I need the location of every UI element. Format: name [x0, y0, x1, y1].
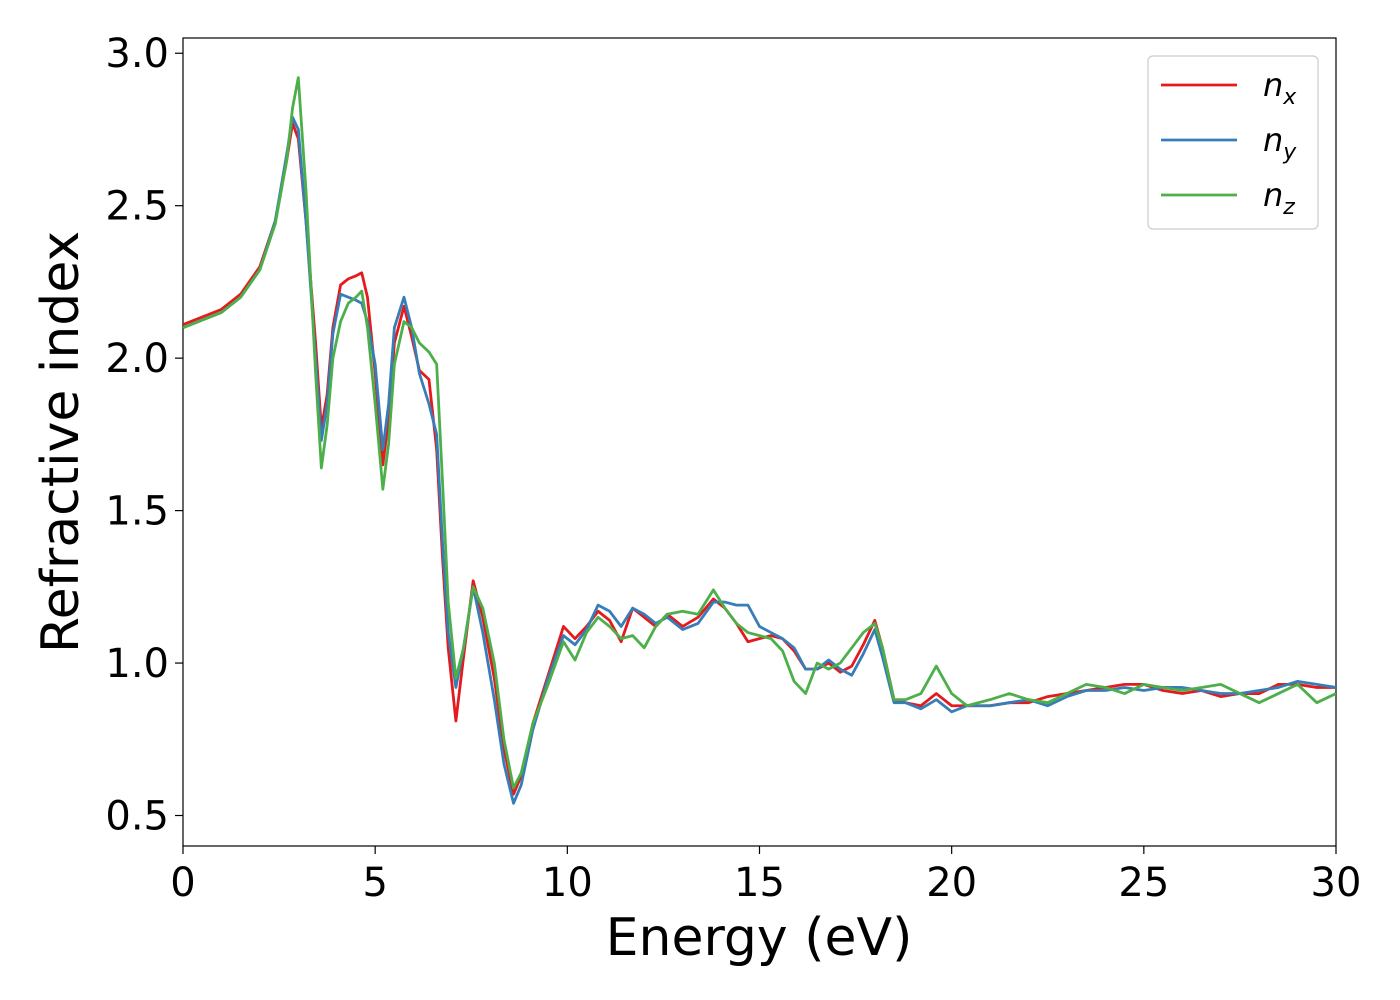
- legend-label-nz: nz: [1263, 176, 1295, 220]
- legend: nx ny nz: [1147, 55, 1319, 230]
- y-tick-label: 2.0: [105, 336, 169, 382]
- legend-label-ny: ny: [1263, 121, 1297, 165]
- plot-area: [182, 37, 1337, 847]
- series-group: [183, 76, 1336, 805]
- y-tick-label: 1.0: [105, 641, 169, 687]
- y-tick-label: 3.0: [105, 31, 169, 77]
- x-tick-label: 0: [170, 860, 195, 906]
- x-axis-label: Energy (eV): [606, 908, 913, 968]
- x-tick-label: 30: [1311, 860, 1362, 906]
- x-tick-label: 20: [926, 860, 977, 906]
- x-tick-label: 15: [734, 860, 785, 906]
- legend-label-nx: nx: [1263, 66, 1297, 110]
- x-tick-label: 10: [542, 860, 593, 906]
- x-axis: 0 5 10 15 20 25 30: [170, 846, 1361, 906]
- legend-box: [1147, 55, 1319, 230]
- y-axis-label: Refractive index: [31, 231, 91, 653]
- y-tick-label: 1.5: [105, 489, 169, 535]
- series-line-nz: [183, 76, 1336, 790]
- x-tick-label: 25: [1118, 860, 1169, 906]
- y-tick-label: 2.5: [105, 184, 169, 230]
- y-axis: 0.5 1.0 1.5 2.0 2.5 3.0: [105, 31, 183, 840]
- series-line-ny: [183, 115, 1336, 805]
- x-tick-label: 5: [362, 860, 387, 906]
- y-tick-label: 0.5: [105, 794, 169, 840]
